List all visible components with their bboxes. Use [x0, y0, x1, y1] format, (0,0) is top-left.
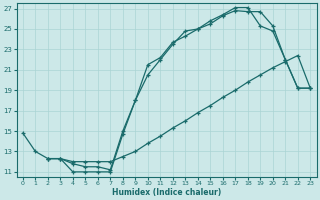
X-axis label: Humidex (Indice chaleur): Humidex (Indice chaleur)	[112, 188, 221, 197]
